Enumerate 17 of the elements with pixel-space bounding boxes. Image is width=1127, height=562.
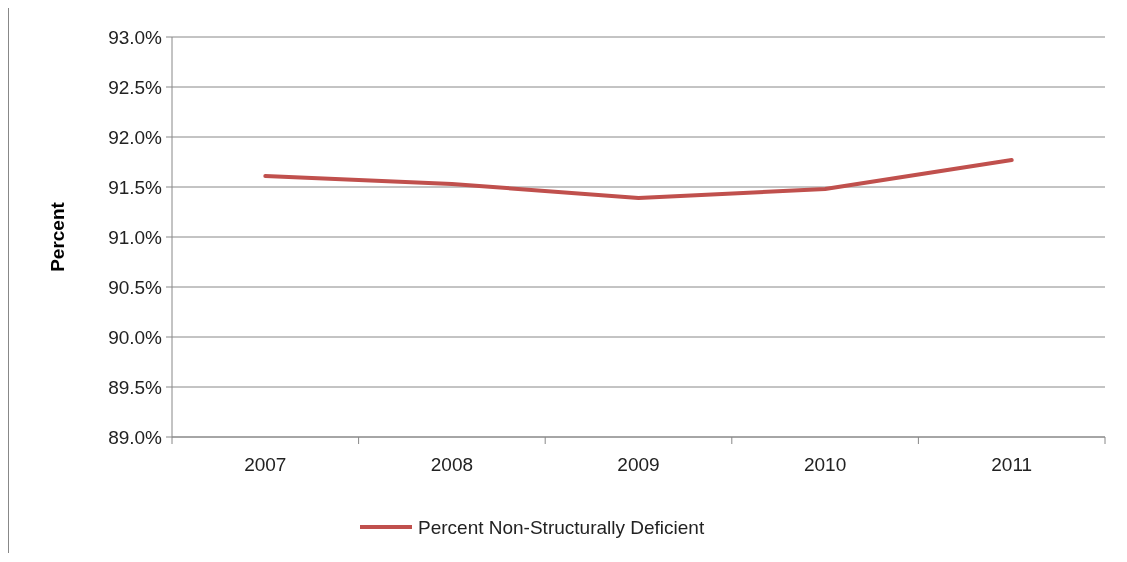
y-tick-label: 91.0% — [108, 226, 163, 248]
x-tick-label: 2009 — [617, 454, 660, 475]
legend-label: Percent Non-Structurally Deficient — [418, 516, 705, 538]
y-tick-label: 92.0% — [108, 126, 163, 148]
x-tick-label: 2010 — [803, 454, 847, 475]
y-tick-label: 92.5% — [108, 76, 163, 98]
y-tick-label: 89.5% — [108, 376, 163, 398]
y-axis-title: Percent — [47, 201, 68, 272]
x-tick-label: 2007 — [244, 454, 287, 475]
y-tick-label: 89.0% — [108, 426, 163, 448]
line-series — [263, 158, 1014, 200]
y-tick-label: 93.0% — [108, 26, 163, 48]
y-tick-label: 90.0% — [108, 326, 163, 348]
x-tick-label: 2008 — [430, 454, 474, 475]
y-tick-label: 91.5% — [108, 176, 163, 198]
y-tick-label: 90.5% — [108, 276, 163, 298]
x-tick-label: 2011 — [991, 454, 1033, 475]
